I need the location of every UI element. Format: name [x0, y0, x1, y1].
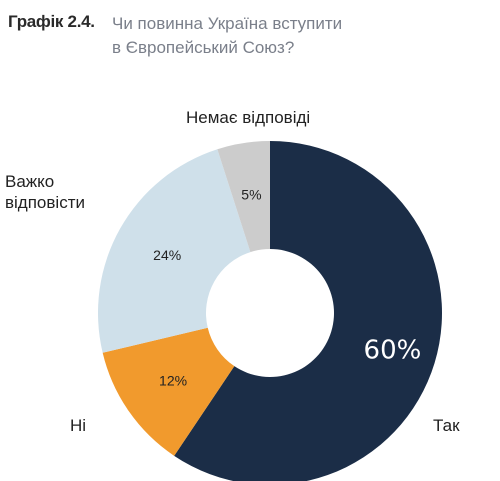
value-label-yes: 60%: [364, 335, 422, 365]
value-label-no: 12%: [159, 372, 187, 388]
slice-no-answer: [217, 141, 270, 253]
value-label-hard-to-say: 24%: [153, 247, 181, 263]
label-hard-to-say: Важко відповісти: [5, 171, 85, 213]
slice-hard-to-say: [97, 149, 251, 353]
chart-title-line-2: в Європейський Союз?: [112, 38, 295, 57]
slice-yes: [174, 141, 442, 481]
label-no-answer: Немає відповіді: [186, 108, 311, 127]
value-label-no-answer: 5%: [241, 186, 261, 202]
chart-title-line-1: Чи повинна Україна вступити: [112, 14, 343, 33]
label-hard-to-say-line-2: відповісти: [5, 193, 85, 212]
label-no: Ні: [70, 416, 87, 435]
figure-label: Графік 2.4.: [8, 12, 95, 31]
label-yes: Так: [433, 416, 460, 435]
slice-no: [102, 327, 235, 456]
chart-title: Чи повинна Україна вступити в Європейськ…: [112, 12, 442, 60]
label-hard-to-say-line-1: Важко: [5, 172, 55, 191]
